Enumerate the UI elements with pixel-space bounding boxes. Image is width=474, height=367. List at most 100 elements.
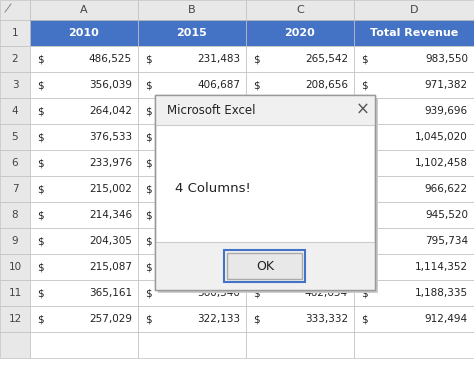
Bar [354,72,474,98]
Text: $: $ [37,132,44,142]
Text: Total Revenue: Total Revenue [370,28,458,38]
Bar [30,46,138,72]
Bar [354,332,474,358]
Bar [0,306,30,332]
Bar [138,20,246,46]
Text: $: $ [145,106,152,116]
Text: $: $ [37,288,44,298]
Text: 12: 12 [9,314,22,324]
Text: ×: × [356,101,370,119]
Text: $: $ [145,158,152,168]
Text: 484,566: 484,566 [305,262,348,272]
Text: $: $ [361,210,368,220]
Text: 208,656: 208,656 [305,80,348,90]
Text: $: $ [253,288,260,298]
Text: ,286: ,286 [325,236,348,246]
Text: $: $ [37,236,44,246]
Text: $: $ [253,106,260,116]
Text: 4: 4 [12,106,18,116]
Bar [354,20,474,46]
Bar [246,124,354,150]
Text: 322,133: 322,133 [197,314,240,324]
Text: B: B [188,5,196,15]
Text: $: $ [145,314,152,324]
Text: $: $ [37,184,44,194]
Text: $: $ [361,288,368,298]
Text: $: $ [253,262,260,272]
Text: $: $ [145,80,152,90]
Text: 983,550: 983,550 [425,54,468,64]
Bar [246,332,354,358]
Text: $: $ [37,158,44,168]
Bar [246,202,354,228]
Bar [138,306,246,332]
Text: 204,305: 204,305 [89,236,132,246]
Bar [246,306,354,332]
Bar [138,254,246,280]
Bar [138,280,246,306]
Bar [225,250,306,282]
Bar [30,176,138,202]
Text: $: $ [37,54,44,64]
Text: 2: 2 [12,54,18,64]
Text: $: $ [145,132,152,142]
Bar [138,98,246,124]
Text: 9: 9 [12,236,18,246]
Text: 10: 10 [9,262,21,272]
Text: A: A [80,5,88,15]
Text: $: $ [37,314,44,324]
Bar [0,98,30,124]
Text: $: $ [361,158,368,168]
Text: 7: 7 [12,184,18,194]
Bar [246,98,354,124]
Text: $: $ [145,236,152,246]
Text: $: $ [145,184,152,194]
Bar [138,332,246,358]
Bar [155,95,375,290]
Text: $: $ [37,80,44,90]
Bar [354,124,474,150]
Bar [0,124,30,150]
Text: 939,696: 939,696 [425,106,468,116]
Text: $: $ [361,54,368,64]
Bar [354,254,474,280]
Text: 356,039: 356,039 [89,80,132,90]
Bar [30,332,138,358]
Text: $: $ [361,106,368,116]
Text: 365,161: 365,161 [89,288,132,298]
Bar [138,46,246,72]
Text: $: $ [253,184,260,194]
Text: $: $ [253,236,260,246]
Text: 11: 11 [9,288,22,298]
Text: $: $ [145,210,152,220]
Text: ,890: ,890 [325,132,348,142]
Text: $: $ [253,132,260,142]
Text: 6: 6 [12,158,18,168]
Bar [0,150,30,176]
Bar [354,176,474,202]
Bar [246,254,354,280]
Bar [30,98,138,124]
Bar [246,280,354,306]
Text: $: $ [361,184,368,194]
Text: 406,687: 406,687 [197,80,240,90]
Text: 307,324: 307,324 [305,106,348,116]
Text: $: $ [145,262,152,272]
Bar [0,332,30,358]
Text: 233,976: 233,976 [89,158,132,168]
Bar [354,46,474,72]
Text: $: $ [253,80,260,90]
Bar [138,150,246,176]
Bar [0,72,30,98]
Text: $: $ [253,54,260,64]
Text: 214,346: 214,346 [89,210,132,220]
Bar [0,0,30,20]
Bar [354,202,474,228]
Bar [30,228,138,254]
Bar [246,150,354,176]
Bar [0,20,30,46]
Text: 257,029: 257,029 [89,314,132,324]
Text: 376,533: 376,533 [89,132,132,142]
Text: $: $ [253,210,260,220]
Bar [246,228,354,254]
